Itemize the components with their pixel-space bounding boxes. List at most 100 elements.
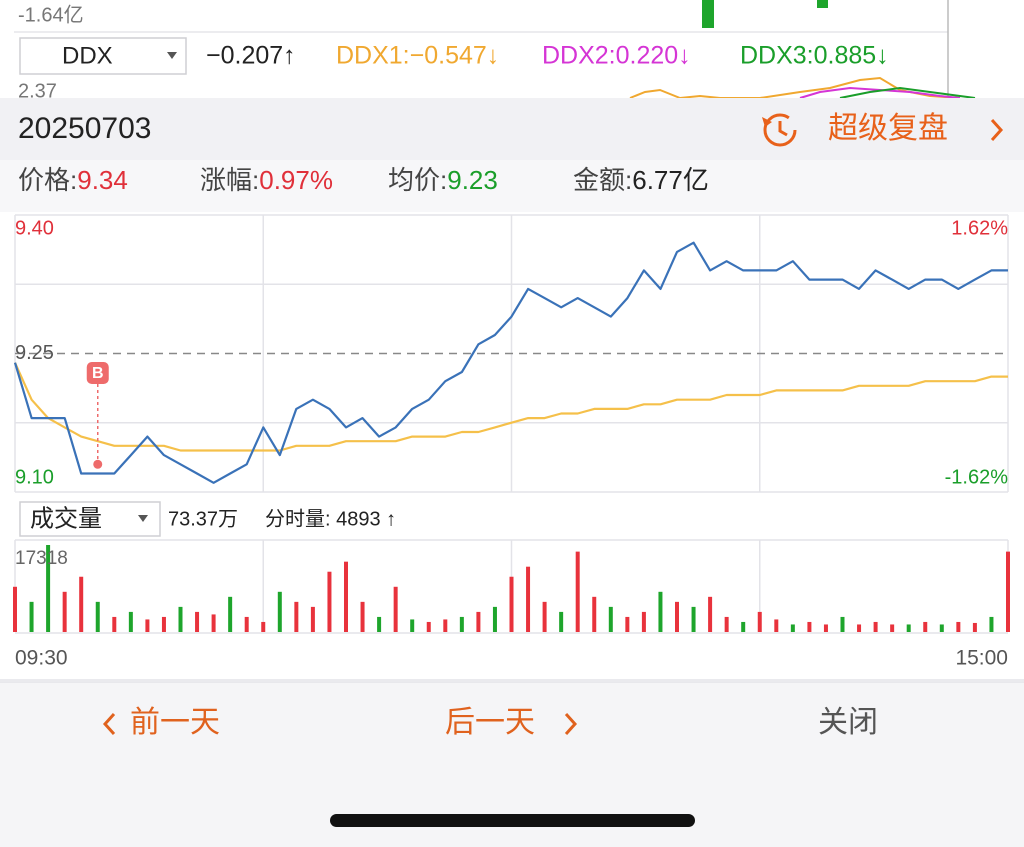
footer: 前一天 后一天 关闭 <box>0 681 1024 847</box>
volume-bar <box>344 561 348 632</box>
volume-bar <box>95 601 100 632</box>
indicator-selector[interactable] <box>19 37 187 75</box>
volume-bar <box>906 624 911 632</box>
total-volume: 73.37万 <box>168 508 238 530</box>
stat-value: 0.97% <box>259 165 333 195</box>
ddx-bar <box>817 0 828 8</box>
volume-bar <box>741 621 746 632</box>
y-tick-label: 17318 <box>15 548 68 569</box>
prev-day-label[interactable]: 前一天 <box>130 706 220 739</box>
stats: 价格:9.34 涨幅:0.97% 均价:9.23 金额:6.77亿 <box>18 165 709 195</box>
minute-volume: 分时量: 4893 ↑ <box>265 507 396 530</box>
price-chart: 9.40 9.25 9.10 1.62% -1.62% B <box>13 214 1009 493</box>
volume-bar <box>542 601 547 632</box>
volume-selector-label[interactable]: 成交量 <box>30 505 102 532</box>
volume-bar <box>261 621 266 632</box>
clock-hands <box>778 121 788 137</box>
stat: 涨幅:0.97% <box>200 165 333 195</box>
stat-value: 6.77亿 <box>632 165 709 195</box>
chevron <box>102 712 116 736</box>
next-day-button[interactable]: 后一天 <box>445 706 578 739</box>
home-indicator <box>330 814 695 827</box>
volume-bar <box>691 606 696 632</box>
volume-bar <box>244 616 249 632</box>
axis-label: -1.64亿 <box>18 3 84 26</box>
volume-bar <box>509 576 514 632</box>
stats-row: 价格:9.34 涨幅:0.97% 均价:9.23 金额:6.77亿 <box>0 160 1024 212</box>
stat: 金额:6.77亿 <box>573 165 709 195</box>
volume-bar <box>79 576 84 632</box>
date: 20250703 <box>18 112 151 145</box>
volume-bar <box>923 621 928 632</box>
volume-bar <box>989 616 994 632</box>
volume-bar <box>890 624 895 632</box>
volume-chart: 17318 09:30 15:00 <box>0 539 1024 681</box>
volume-bar <box>294 601 299 632</box>
ddx1-value: DDX1:−0.547↓ <box>336 42 499 70</box>
stat: 价格:9.34 <box>18 165 128 195</box>
series-line <box>13 362 1008 452</box>
header: 20250703 超级复盘 <box>0 98 1024 160</box>
stats-bg <box>0 160 1024 212</box>
annotation-point <box>93 459 103 469</box>
header-bg <box>0 98 1024 160</box>
volume-selector[interactable] <box>19 501 161 537</box>
ddx2-value: DDX2:0.220↓ <box>542 42 691 70</box>
volume-bar <box>62 591 67 632</box>
chevron <box>990 118 1004 142</box>
chevron <box>564 712 578 736</box>
series-line <box>13 241 1008 484</box>
volume-bar <box>526 566 531 632</box>
clock-arrow <box>762 117 772 127</box>
review-link[interactable]: 超级复盘 <box>762 112 1004 147</box>
volume-bar <box>327 571 332 632</box>
volume-bar <box>128 611 133 632</box>
stat-label: 价格: <box>18 165 77 195</box>
volume-bar <box>211 614 216 632</box>
stat-label: 涨幅: <box>200 165 259 195</box>
volume-bar <box>625 616 630 632</box>
volume-bar <box>840 616 845 632</box>
prev-day-button[interactable]: 前一天 <box>102 706 220 739</box>
volume-bar <box>228 596 233 632</box>
volume-bar <box>592 596 597 632</box>
volume-bar <box>708 596 713 632</box>
next-day-label[interactable]: 后一天 <box>445 706 535 739</box>
ddx3-value: DDX3:0.885↓ <box>740 42 889 70</box>
dropdown-arrow <box>167 52 177 59</box>
volume-bar <box>972 622 977 632</box>
stat-label: 金额: <box>573 165 632 195</box>
y2-tick-label: -1.62% <box>945 466 1009 488</box>
annotation-label: B <box>92 365 104 382</box>
x-tick-label: 09:30 <box>15 647 68 670</box>
stat-label: 均价: <box>388 165 447 195</box>
volume-bar <box>774 619 779 632</box>
volume-bar <box>873 621 878 632</box>
volume-bar <box>195 611 200 632</box>
review-link-label[interactable]: 超级复盘 <box>828 112 948 145</box>
volume-bar <box>608 606 613 632</box>
top-strip: -1.64亿 DDX −0.207↑ DDX1:−0.547↓ DDX2:0.2… <box>0 0 1024 102</box>
y-tick-label: 9.40 <box>15 217 54 239</box>
ddx-bar <box>702 0 714 28</box>
x-tick-label: 15:00 <box>955 647 1008 670</box>
volume-bar <box>145 619 150 632</box>
volume-bar <box>46 545 51 632</box>
volume-bar <box>161 616 166 632</box>
volume-bar <box>310 606 315 632</box>
stat: 均价:9.23 <box>388 165 498 195</box>
volume-bar <box>476 611 481 632</box>
volume-header: 成交量 73.37万 分时量: 4893 ↑ <box>19 501 396 537</box>
selector-label[interactable]: DDX <box>62 42 113 69</box>
volume-bar <box>807 621 812 632</box>
volume-bar <box>360 601 365 632</box>
volume-bar <box>112 616 117 632</box>
ddx-value: −0.207↑ <box>206 42 296 70</box>
close-button[interactable]: 关闭 <box>818 706 878 739</box>
volume-bar <box>1006 551 1010 632</box>
volume-bar <box>956 621 961 632</box>
volume-bar <box>277 591 282 632</box>
clock-icon <box>763 113 797 147</box>
